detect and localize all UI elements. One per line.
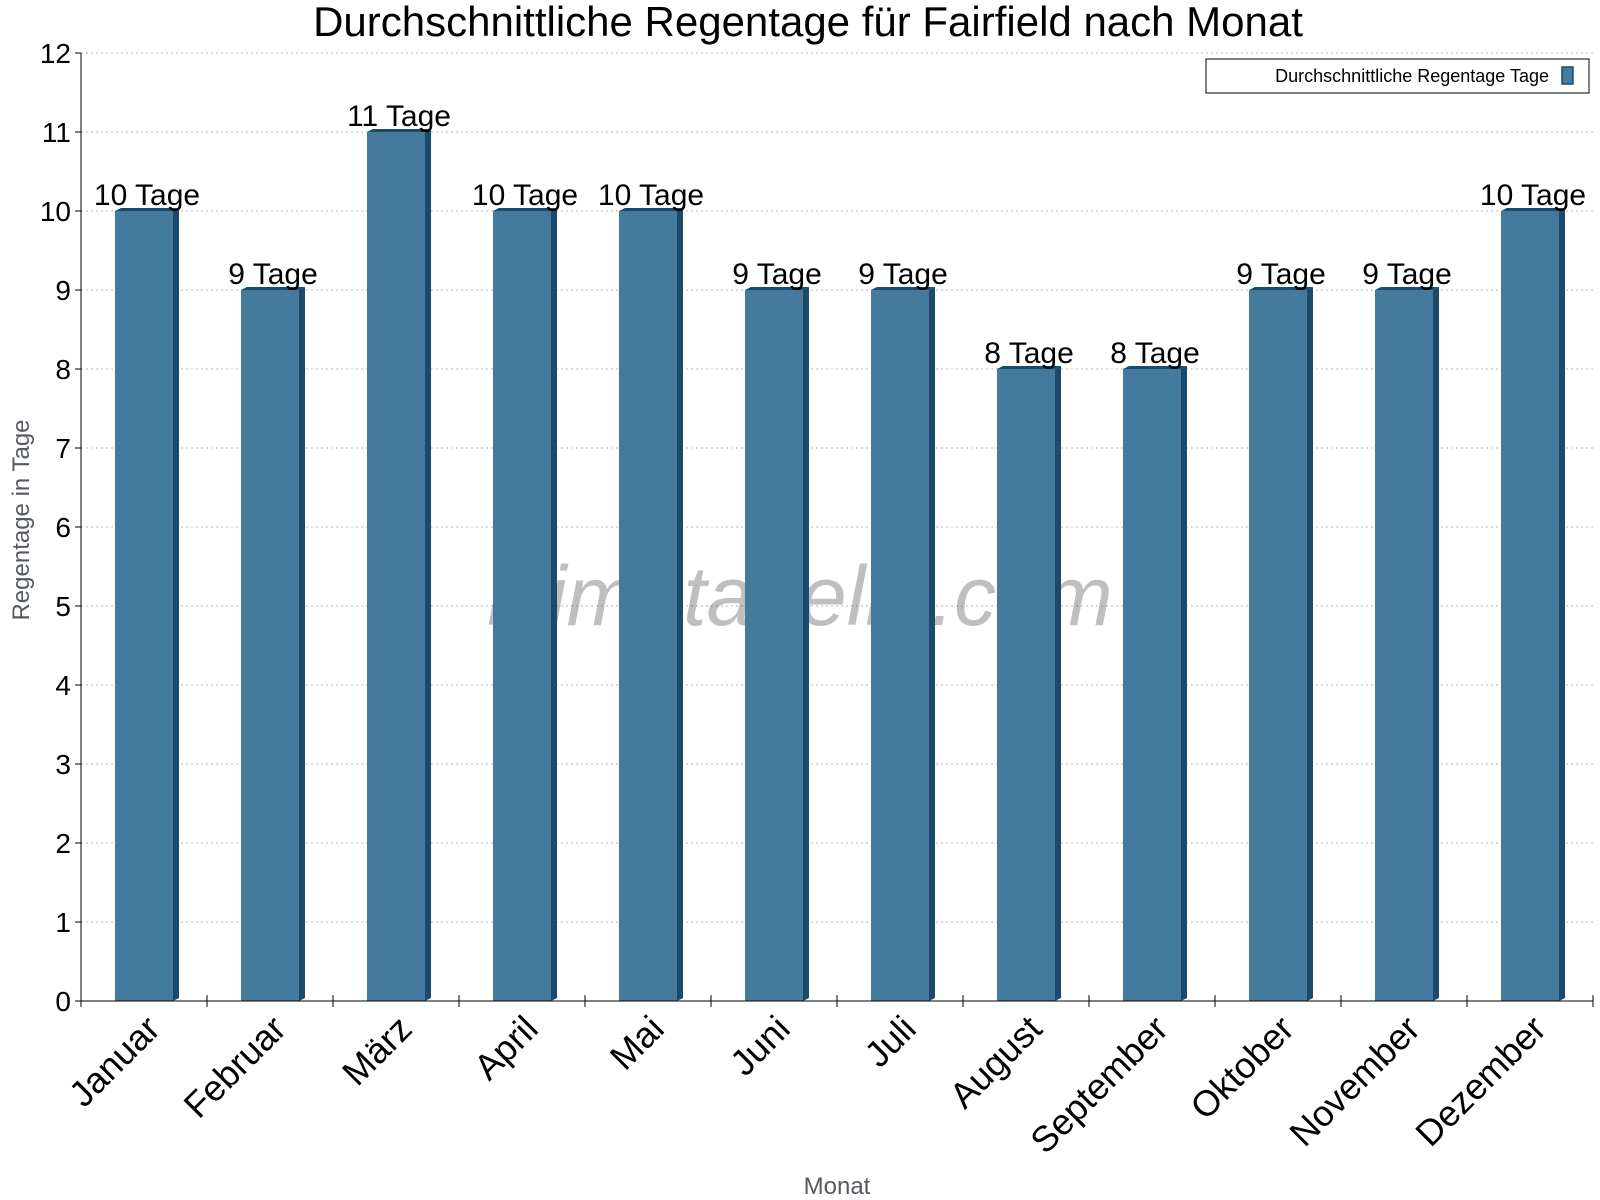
bar-side <box>1181 366 1187 1001</box>
legend: Durchschnittliche Regentage Tage <box>1205 58 1590 94</box>
y-tick-label: 3 <box>55 749 71 780</box>
y-tick-label: 11 <box>42 117 71 148</box>
bar-value-label: 9 Tage <box>732 258 822 291</box>
bar <box>241 290 299 1001</box>
x-tick-label: September <box>1022 1008 1176 1162</box>
bar-value-label: 10 Tage <box>472 179 578 212</box>
bar-top <box>619 208 683 211</box>
bar-top <box>1123 366 1187 369</box>
bar-value-label: 8 Tage <box>1110 337 1200 370</box>
y-tick-label: 1 <box>55 907 71 938</box>
bar-top <box>871 287 935 290</box>
bar-side <box>425 129 431 1001</box>
grid-lines <box>81 52 1593 923</box>
bar <box>115 211 173 1001</box>
bar-top <box>1375 287 1439 290</box>
bar <box>1375 290 1433 1001</box>
y-tick-label: 4 <box>55 670 71 701</box>
chart-title: Durchschnittliche Regentage für Fairfiel… <box>313 0 1303 45</box>
bar-value-label: 10 Tage <box>1480 179 1586 212</box>
bar-side <box>929 287 935 1001</box>
legend-label: Durchschnittliche Regentage Tage <box>1275 66 1549 86</box>
y-tick-label: 0 <box>55 986 71 1017</box>
bar-top <box>493 208 557 211</box>
bar-top <box>1249 287 1313 290</box>
bar-value-label: 9 Tage <box>1236 258 1326 291</box>
bar-side <box>1055 366 1061 1001</box>
bar <box>745 290 803 1001</box>
y-tick-label: 6 <box>55 512 71 543</box>
y-tick-label: 7 <box>55 433 71 464</box>
bar-top <box>745 287 809 290</box>
bar-side <box>173 208 179 1001</box>
y-tick-label: 8 <box>55 354 71 385</box>
bar <box>619 211 677 1001</box>
x-tick-label: August <box>941 1008 1049 1116</box>
bar-side <box>1433 287 1439 1001</box>
bar-side <box>803 287 809 1001</box>
bar-value-label: 9 Tage <box>858 258 948 291</box>
bar <box>871 290 929 1001</box>
y-tick-label: 2 <box>55 828 71 859</box>
x-tick-label: Februar <box>176 1008 294 1126</box>
bar <box>493 211 551 1001</box>
bar-top <box>997 366 1061 369</box>
bar <box>367 132 425 1001</box>
y-tick-label: 12 <box>40 38 71 69</box>
bar-value-label: 9 Tage <box>1362 258 1452 291</box>
bar-top <box>367 129 431 132</box>
bar-value-label: 10 Tage <box>94 179 200 212</box>
bar-value-label: 11 Tage <box>347 100 451 133</box>
bar <box>1249 290 1307 1001</box>
bar-value-label: 9 Tage <box>228 258 318 291</box>
legend-swatch <box>1561 66 1574 85</box>
x-tick-label: Dezember <box>1407 1008 1553 1154</box>
x-tick-label: Januar <box>61 1008 168 1115</box>
bar-side <box>1307 287 1313 1001</box>
bar-top <box>241 287 305 290</box>
bar-value-label: 8 Tage <box>984 337 1074 370</box>
legend-box <box>1205 58 1590 94</box>
bars: 10 Tage 9 Tage 11 Tage 10 Tage 10 Tage 9 Tage… <box>94 100 1586 1001</box>
bar-top <box>115 208 179 211</box>
bar-value-label: 10 Tage <box>598 179 704 212</box>
bar-top <box>1501 208 1565 211</box>
y-tick-label: 9 <box>55 275 71 306</box>
bar-side <box>1559 208 1565 1001</box>
x-tick-label: Mai <box>602 1008 672 1078</box>
bar <box>997 369 1055 1001</box>
x-axis-title: Monat <box>804 1173 871 1200</box>
bar <box>1123 369 1181 1001</box>
bar <box>1501 211 1559 1001</box>
bar-side <box>551 208 557 1001</box>
x-tick-label: November <box>1281 1008 1427 1154</box>
x-tick-label: April <box>466 1008 546 1088</box>
y-tick-label: 5 <box>55 591 71 622</box>
bar-side <box>677 208 683 1001</box>
y-tick-label: 10 <box>40 196 71 227</box>
x-tick-label: Juni <box>722 1008 798 1084</box>
bar-side <box>299 287 305 1001</box>
x-tick-label: Juli <box>856 1008 923 1075</box>
x-tick-label: März <box>334 1008 420 1094</box>
y-axis-title: Regentage in Tage <box>8 419 35 620</box>
x-tick-label: Oktober <box>1182 1008 1302 1128</box>
